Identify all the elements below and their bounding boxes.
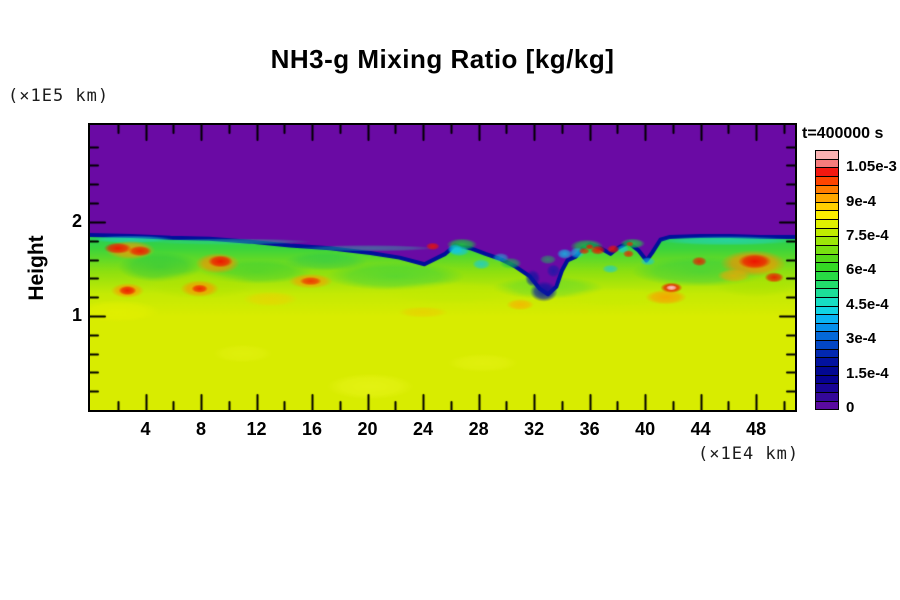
colorbar-segment [816,306,838,316]
x-tick-label: 8 [196,419,207,439]
chart-title: NH3-g Mixing Ratio [kg/kg] [270,44,615,74]
colorbar-segment [816,375,838,385]
colorbar-segment [816,228,838,238]
x-tick-label: 20 [357,419,378,439]
colorbar-segment [816,297,838,307]
colorbar-segment [816,159,838,169]
colorbar-segment [816,280,838,290]
colorbar-segment [816,151,838,160]
y-tick-label: 2 [71,210,82,231]
colorbar-segment [816,202,838,212]
colorbar-segment [816,211,838,221]
colorbar-segment [816,194,838,203]
y-axis-label: Height [25,235,48,301]
colorbar-segment [816,332,838,342]
colorbar-segment [816,341,838,350]
colorbar-segment [816,254,838,264]
colorbar-segment [816,289,838,298]
colorbar-tick-label: 0 [846,399,855,416]
x-tick-label: 44 [690,419,711,439]
colorbar-segment [816,392,838,402]
x-tick-label: 32 [524,419,545,439]
colorbar-segment [816,349,838,359]
colorbar-tick-label: 6e-4 [846,261,877,279]
x-tick-label: 48 [746,419,767,439]
colorbar-tick-label: 1.05e-3 [846,158,897,176]
x-tick-label: 12 [246,419,267,439]
plot-area [88,123,797,412]
colorbar-tick-label: 7.5e-4 [846,227,889,244]
colorbar-segment [816,263,838,272]
colorbar-segment [816,176,838,186]
colorbar [815,150,839,410]
colorbar-segment [816,185,838,195]
colorbar-tick-label: 9e-4 [846,192,877,210]
colorbar-segment [816,384,838,393]
colorbar-tick-label: 4.5e-4 [846,295,889,313]
colorbar-segment [816,358,838,368]
x-tick-label: 40 [635,419,656,439]
colorbar-segment [816,237,838,247]
colorbar-segment [816,401,838,410]
colorbar-segment [816,323,838,333]
colorbar-segment [816,168,838,177]
colorbar-segment [816,367,838,376]
colorbar-tick-label: 3e-4 [846,330,877,348]
colorbar-tick-label: 1.5e-4 [846,364,889,382]
x-tick-label: 16 [302,419,323,439]
colorbar-segment [816,220,838,229]
colorbar-segment [816,246,838,255]
x-tick-label: 24 [413,419,434,439]
colorbar-segment [816,315,838,324]
y-tick-label: 1 [71,304,82,325]
time-annotation: t=400000 s [802,125,884,142]
colorbar-segment [816,271,838,281]
x-tick-label: 4 [140,419,151,439]
x-axis-unit-label: (×1E4 km) [698,444,800,464]
heatmap-canvas [90,125,795,410]
x-tick-label: 36 [579,419,600,439]
y-axis-unit-label: (×1E5 km) [8,86,110,106]
x-tick-label: 28 [468,419,489,439]
